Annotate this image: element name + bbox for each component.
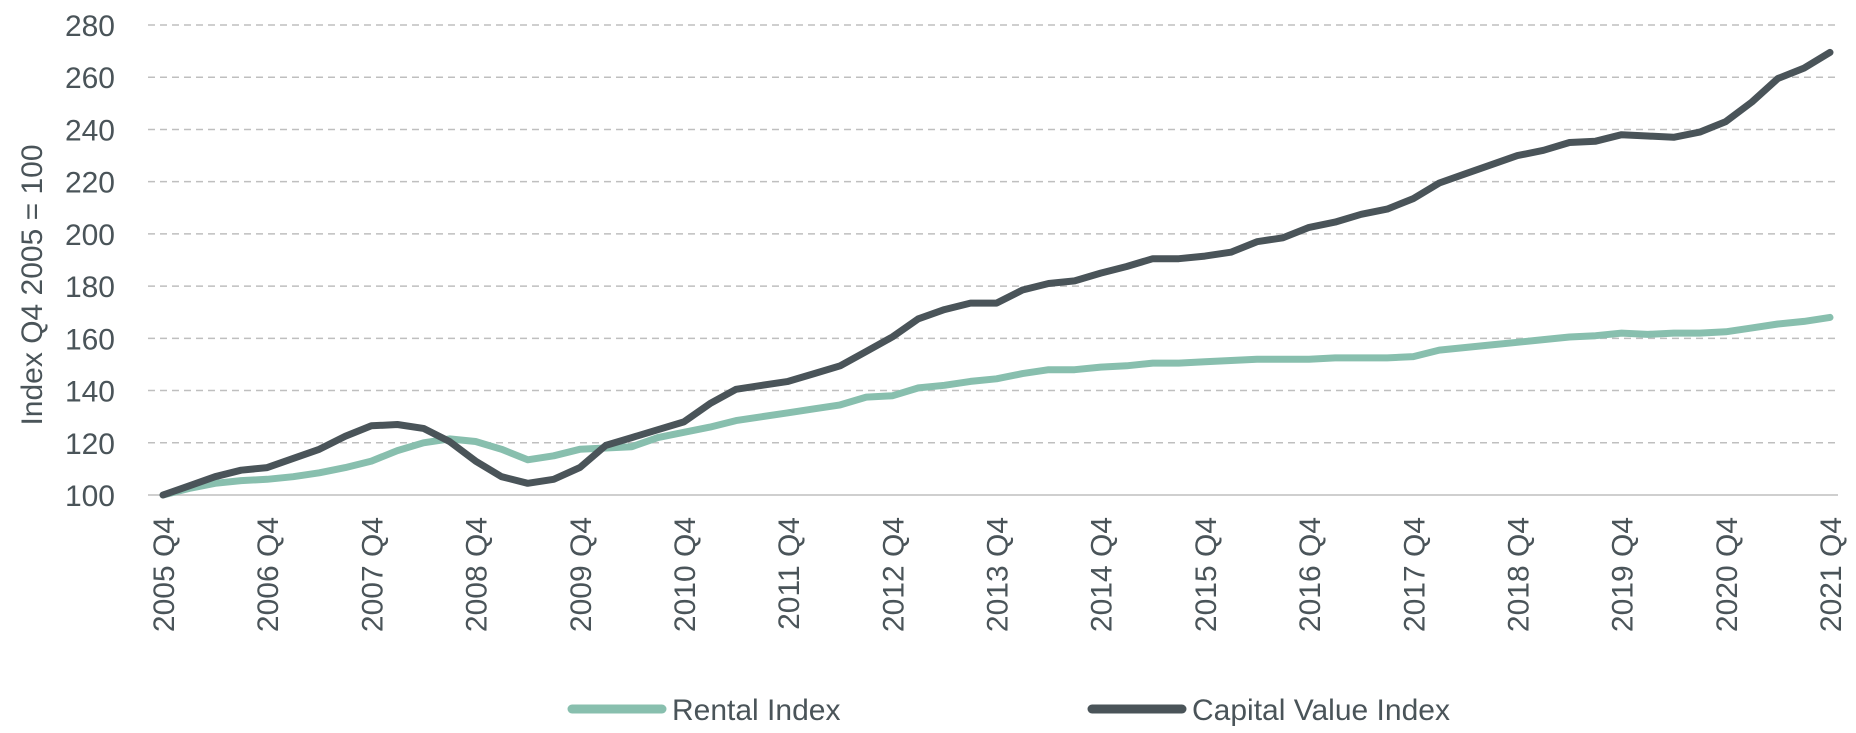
y-tick-label-200: 200 — [65, 219, 115, 252]
y-tick-label-100: 100 — [65, 480, 115, 513]
x-tick-label-2009-q4: 2009 Q4 — [565, 517, 598, 632]
y-tick-label-260: 260 — [65, 62, 115, 95]
legend-label-rental-index: Rental Index — [672, 694, 840, 727]
series-lines — [159, 48, 1834, 499]
x-tick-label-2016-q4: 2016 Q4 — [1294, 517, 1327, 632]
x-tick-label-2014-q4: 2014 Q4 — [1086, 517, 1119, 632]
x-tick-label-2019-q4: 2019 Q4 — [1607, 517, 1640, 632]
y-tick-label-280: 280 — [65, 10, 115, 43]
y-tick-label-160: 160 — [65, 323, 115, 356]
x-tick-label-2005-q4: 2005 Q4 — [148, 517, 181, 632]
y-tick-label-180: 180 — [65, 271, 115, 304]
series-line-rental-index — [159, 313, 1834, 499]
x-tick-label-2006-q4: 2006 Q4 — [252, 517, 285, 632]
y-tick-label-240: 240 — [65, 114, 115, 147]
legend-item-capital-value-index: Capital Value Index — [1087, 694, 1450, 727]
series-line-capital-value-index — [159, 48, 1834, 499]
x-tick-label-2015-q4: 2015 Q4 — [1190, 517, 1223, 632]
x-tick-label-2020-q4: 2020 Q4 — [1711, 517, 1744, 632]
x-tick-label-2013-q4: 2013 Q4 — [982, 517, 1015, 632]
y-tick-label-140: 140 — [65, 376, 115, 409]
x-tick-label-2012-q4: 2012 Q4 — [877, 517, 910, 632]
legend-label-capital-value-index: Capital Value Index — [1192, 694, 1450, 727]
y-tick-label-120: 120 — [65, 428, 115, 461]
x-tick-label-2018-q4: 2018 Q4 — [1502, 517, 1535, 632]
x-tick-label-2008-q4: 2008 Q4 — [461, 517, 494, 632]
x-tick-label-2010-q4: 2010 Q4 — [669, 517, 702, 632]
y-axis-ticks: 100 120 140 160 180 200 220 240 260 280 — [65, 10, 115, 513]
x-tick-label-2007-q4: 2007 Q4 — [356, 517, 389, 632]
x-tick-label-2021-q4: 2021 Q4 — [1815, 517, 1848, 632]
legend: Rental Index Capital Value Index — [567, 694, 1450, 727]
legend-item-rental-index: Rental Index — [567, 694, 840, 727]
x-tick-label-2011-q4: 2011 Q4 — [773, 517, 806, 630]
y-tick-label-220: 220 — [65, 167, 115, 200]
x-axis-ticks: 2005 Q4 2006 Q4 2007 Q4 2008 Q4 2009 Q4 2010 … — [148, 517, 1848, 632]
x-tick-label-2017-q4: 2017 Q4 — [1398, 517, 1431, 632]
y-axis-title: Index Q4 2005 = 100 — [16, 144, 49, 425]
